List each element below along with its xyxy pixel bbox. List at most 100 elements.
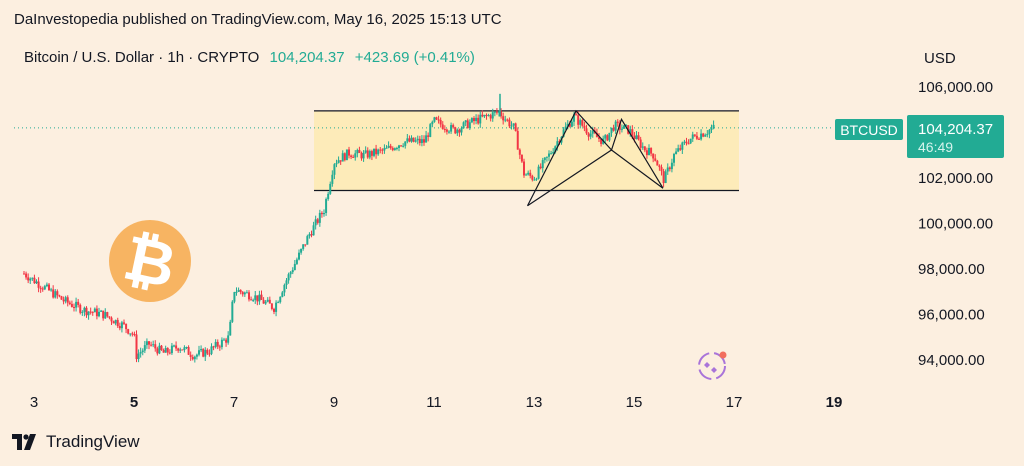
candle-body <box>439 119 442 125</box>
candle-body <box>643 146 646 151</box>
candle-body <box>60 296 63 300</box>
candle-body <box>83 307 86 312</box>
candle-body <box>108 316 111 318</box>
candle-body <box>250 299 253 301</box>
candle-body <box>48 284 50 291</box>
candle-body <box>389 145 392 148</box>
candle-body <box>358 149 361 153</box>
candle-body <box>162 349 165 353</box>
y-tick-label: 98,000.00 <box>918 261 985 278</box>
candle-body <box>425 135 428 143</box>
candle-body <box>79 304 82 313</box>
candle-body <box>45 284 48 287</box>
candle-body <box>564 126 567 130</box>
symbol-legend[interactable]: Bitcoin / U.S. Dollar · 1h · CRYPTO 104,… <box>24 49 475 66</box>
candle-body <box>175 345 178 349</box>
candle-body <box>685 141 688 144</box>
candle-body <box>160 345 163 350</box>
candle-body <box>208 353 211 355</box>
candle-body <box>258 294 261 302</box>
symbol-description[interactable]: Bitcoin / U.S. Dollar · 1h · CRYPTO <box>24 49 260 66</box>
candle-body <box>516 130 519 150</box>
candle-body <box>154 344 157 349</box>
candle-body <box>318 212 321 223</box>
candle-body <box>539 166 542 169</box>
candle-body <box>312 225 315 236</box>
candle-body <box>675 151 678 155</box>
candle-body <box>310 234 313 236</box>
candle-body <box>341 153 344 162</box>
candle-body <box>243 292 246 295</box>
candle-body <box>375 148 378 155</box>
x-axis: 3 5 7 9 11 13 15 17 19 <box>30 394 843 411</box>
candle-body <box>577 115 580 125</box>
candle-body <box>210 346 213 354</box>
candle-body <box>87 311 90 316</box>
candle-body <box>562 129 565 137</box>
candle-body <box>133 334 136 336</box>
candle-body <box>398 145 400 149</box>
candle-body <box>579 120 582 125</box>
candle-body <box>200 349 203 351</box>
candle-body <box>193 356 196 360</box>
candle-body <box>54 291 57 298</box>
candle-body <box>93 308 96 313</box>
candle-body <box>143 345 146 351</box>
candle-body <box>35 281 38 284</box>
candle-body <box>350 155 353 157</box>
candle-body <box>441 124 444 129</box>
candle-body <box>477 117 480 124</box>
candle-body <box>693 134 696 136</box>
candle-body <box>470 118 473 123</box>
candle-body <box>118 326 121 329</box>
candle-body <box>677 148 680 152</box>
x-tick-label: 13 <box>526 394 543 411</box>
candle-body <box>245 292 248 294</box>
candle-body <box>364 150 367 153</box>
candle-body <box>583 125 586 129</box>
candle-body <box>187 347 190 355</box>
candle-body <box>702 133 705 137</box>
candle-body <box>637 135 640 140</box>
candle-body <box>570 121 573 127</box>
candle-body <box>325 199 328 214</box>
candle-body <box>264 301 267 304</box>
candle-body <box>664 171 667 184</box>
price-tag-price: 104,204.37 <box>918 121 993 138</box>
candle-body <box>29 278 32 281</box>
candle-body <box>493 111 496 113</box>
candle-body <box>179 349 182 351</box>
candle-body <box>427 135 430 137</box>
candle-body <box>706 133 709 135</box>
candle-body <box>662 171 665 184</box>
candle-body <box>348 149 350 156</box>
candle-body <box>543 157 546 161</box>
candle-body <box>679 148 682 150</box>
candle-body <box>202 349 205 357</box>
candle-body <box>670 162 673 170</box>
candle-body <box>177 348 180 351</box>
candle-body <box>445 129 448 132</box>
candle-body <box>183 347 186 350</box>
candle-body <box>616 121 619 123</box>
candle-body <box>660 167 663 172</box>
tradingview-logo[interactable]: TradingView <box>12 432 140 452</box>
candle-body <box>125 323 128 330</box>
candle-body <box>145 341 148 346</box>
candle-body <box>406 138 409 142</box>
currency-label[interactable]: USD <box>924 50 956 67</box>
candle-body <box>25 273 28 278</box>
candle-body <box>33 277 36 284</box>
candle-body <box>235 291 238 293</box>
x-tick-label: 15 <box>626 394 643 411</box>
candle-body <box>337 160 340 164</box>
candle-body <box>270 303 273 309</box>
x-tick-label: 19 <box>826 394 843 411</box>
candle-body <box>141 350 144 353</box>
candle-body <box>558 141 561 143</box>
candle-body <box>23 273 25 275</box>
sparkle-icon[interactable] <box>698 351 727 380</box>
candle-body <box>404 141 407 146</box>
candle-body <box>514 123 517 131</box>
